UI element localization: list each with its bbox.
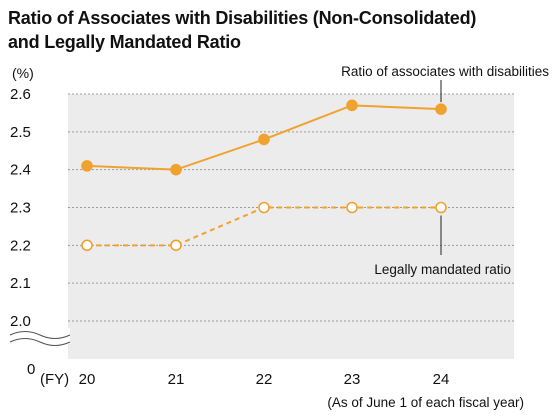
series-2-point xyxy=(170,239,182,252)
y-tick-label: 2.2 xyxy=(10,237,31,254)
series-2-point xyxy=(81,239,93,252)
y-axis-ticks: 2.6 2.5 2.4 2.3 2.2 2.1 2.0 0 (%) xyxy=(10,65,35,378)
plot-area xyxy=(68,94,514,359)
series-1-point xyxy=(170,163,182,176)
series-2-label: Legally mandated ratio xyxy=(374,262,511,277)
x-tick-label: 20 xyxy=(79,371,96,388)
y-tick-label: 2.6 xyxy=(10,86,31,103)
y-tick-label: 2.0 xyxy=(10,313,31,330)
y-tick-label: 2.4 xyxy=(10,162,31,179)
series-2-point xyxy=(258,201,270,214)
y-tick-label: 2.3 xyxy=(10,200,31,217)
series-1-point xyxy=(81,160,93,172)
series-2-point xyxy=(346,201,358,214)
x-axis-unit: (FY) xyxy=(40,371,69,388)
chart-title: Ratio of Associates with Disabilities (N… xyxy=(8,6,476,54)
annotations: Ratio of associates with disabilities Leg… xyxy=(327,64,549,410)
y-axis-unit: (%) xyxy=(12,65,34,81)
x-axis-ticks: (FY) 20 21 22 23 24 xyxy=(40,371,449,388)
series-1-point xyxy=(435,103,447,115)
footnote: (As of June 1 of each fiscal year) xyxy=(327,395,524,410)
x-tick-label: 22 xyxy=(256,371,273,388)
series-1-point xyxy=(258,133,270,146)
series-1-point xyxy=(346,99,358,112)
axis-break-wave xyxy=(9,337,71,347)
axis-break-icon xyxy=(8,328,71,347)
y-tick-label: 2.5 xyxy=(10,124,31,141)
series-1-label: Ratio of associates with disabilities xyxy=(341,64,549,79)
series-2-point xyxy=(435,201,447,214)
x-tick-label: 21 xyxy=(168,371,185,388)
chart-title-line-2: and Legally Mandated Ratio xyxy=(8,32,241,52)
axis-break-wave xyxy=(9,330,71,340)
chart-title-line-1: Ratio of Associates with Disabilities (N… xyxy=(8,8,477,28)
x-tick-label: 24 xyxy=(433,371,450,388)
x-tick-label: 23 xyxy=(344,371,361,388)
series xyxy=(81,99,447,252)
y-tick-label: 2.1 xyxy=(10,275,31,292)
y-tick-label-zero: 0 xyxy=(27,361,35,378)
